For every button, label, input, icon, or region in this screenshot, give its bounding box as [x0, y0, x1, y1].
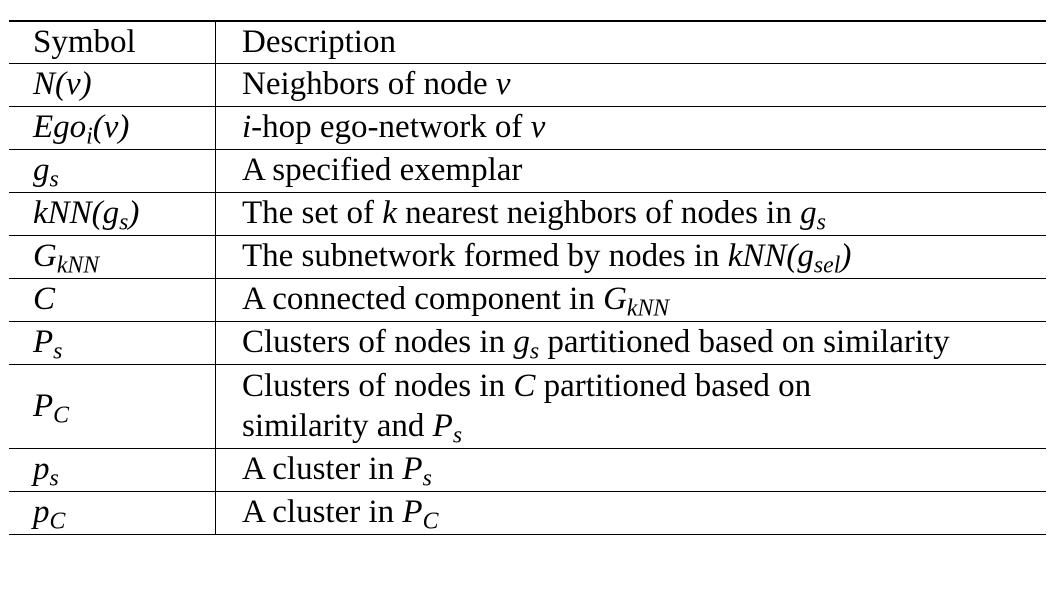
symbol-cell: Egoi(v) [9, 106, 216, 149]
symbol-cell: Ps [9, 321, 216, 364]
description-text: -hop ego-network of [251, 109, 531, 146]
symbol-subscript: C [49, 509, 66, 536]
description-text: The set of [242, 195, 383, 232]
description-math-2: P [432, 408, 453, 444]
symbol-tail: (v) [92, 109, 130, 146]
symbol-cell: ps [9, 448, 216, 491]
symbol-text: kNN(g [33, 195, 120, 232]
symbol-cell: kNN(gs) [9, 192, 216, 235]
symbol-text: Ego [33, 109, 87, 146]
description-text: Clusters of nodes in [242, 324, 514, 361]
symbol-text: p [33, 451, 50, 488]
description-cell: A cluster in Ps [216, 448, 1047, 491]
symbol-cell: PC [9, 364, 216, 448]
description-subscript: sel [813, 253, 841, 280]
table-row: GkNN The subnetwork formed by nodes in k… [9, 235, 1046, 278]
description-text-2: partitioned based on [535, 367, 812, 404]
description-subscript: kNN [626, 296, 670, 323]
symbol-text: P [33, 387, 54, 424]
notation-table: Symbol Description N(v) Neighbors of nod… [9, 20, 1046, 535]
table-row: Egoi(v) i-hop ego-network of v [9, 106, 1046, 149]
table-row: kNN(gs) The set of k nearest neighbors o… [9, 192, 1046, 235]
symbol-text: p [33, 494, 50, 531]
symbol-subscript: s [119, 210, 129, 237]
description-math-2: g [800, 195, 817, 232]
table-row: C A connected component in GkNN [9, 278, 1046, 321]
table-row: ps A cluster in Ps [9, 448, 1046, 491]
description-text: A cluster in [242, 494, 403, 531]
table-row: gs A specified exemplar [9, 149, 1046, 192]
symbol-cell: N(v) [9, 63, 216, 106]
symbol-cell: GkNN [9, 235, 216, 278]
description-subscript: s [452, 422, 463, 449]
symbol-text: P [33, 324, 54, 361]
symbol-text: G [33, 238, 57, 275]
description-text-3: similarity and [242, 408, 433, 444]
description-math: P [402, 494, 423, 531]
description-text: A connected component in [242, 281, 604, 318]
symbol-subscript: kNN [56, 253, 100, 280]
description-line-2: similarity and Ps [242, 406, 1046, 449]
symbol-tail: ) [128, 195, 140, 232]
description-math-tail: ) [840, 238, 852, 275]
symbol-text: C [33, 281, 56, 318]
description-math: i [242, 109, 252, 146]
description-cell: Neighbors of node v [216, 63, 1047, 106]
symbol-text: N(v) [33, 66, 92, 103]
description-math: g [513, 324, 530, 361]
description-cell: A specified exemplar [216, 149, 1047, 192]
description-subscript: s [422, 466, 432, 493]
table-header-row: Symbol Description [9, 21, 1046, 63]
table-row: Ps Clusters of nodes in gs partitioned b… [9, 321, 1046, 364]
description-cell: A connected component in GkNN [216, 278, 1047, 321]
description-column-header: Description [242, 24, 396, 61]
symbol-subscript: s [53, 339, 63, 366]
table-row: PC Clusters of nodes in C partitioned ba… [9, 364, 1046, 448]
description-math: k [382, 195, 397, 232]
table-row: N(v) Neighbors of node v [9, 63, 1046, 106]
description-text-2: partitioned based on similarity [539, 324, 950, 361]
description-cell: The subnetwork formed by nodes in kNN(gs… [216, 235, 1047, 278]
description-text-2: nearest neighbors of nodes in [396, 195, 801, 232]
description-subscript: s [816, 210, 826, 237]
description-text: A cluster in [242, 451, 403, 488]
symbol-cell: pC [9, 491, 216, 534]
description-text: Neighbors of node [242, 66, 496, 103]
description-math-2: v [530, 109, 546, 146]
symbol-cell: C [9, 278, 216, 321]
symbol-subscript: C [53, 402, 70, 429]
description-text: The subnetwork formed by nodes in [242, 238, 728, 275]
description-cell: Clusters of nodes in gs partitioned base… [216, 321, 1047, 364]
table-row: pC A cluster in PC [9, 491, 1046, 534]
description-text: A specified exemplar [242, 152, 523, 189]
symbol-column-header: Symbol [9, 21, 216, 63]
description-math: G [603, 281, 627, 318]
symbol-subscript: s [49, 466, 59, 493]
description-math: v [495, 66, 511, 103]
symbol-text: g [33, 152, 50, 189]
description-math: C [513, 367, 536, 404]
description-text: Clusters of nodes in [242, 367, 514, 404]
description-cell: i-hop ego-network of v [216, 106, 1047, 149]
description-subscript: s [529, 339, 540, 366]
symbol-subscript: s [49, 167, 59, 194]
description-cell: The set of k nearest neighbors of nodes … [216, 192, 1047, 235]
description-cell: A cluster in PC [216, 491, 1047, 534]
description-math: P [402, 451, 423, 488]
symbol-cell: gs [9, 149, 216, 192]
description-math: kNN(g [727, 238, 814, 275]
description-line-1: Clusters of nodes in C partitioned based… [242, 366, 1046, 406]
description-subscript: C [422, 509, 439, 536]
symbol-subscript: i [86, 124, 93, 151]
description-cell: Clusters of nodes in C partitioned based… [216, 364, 1047, 448]
